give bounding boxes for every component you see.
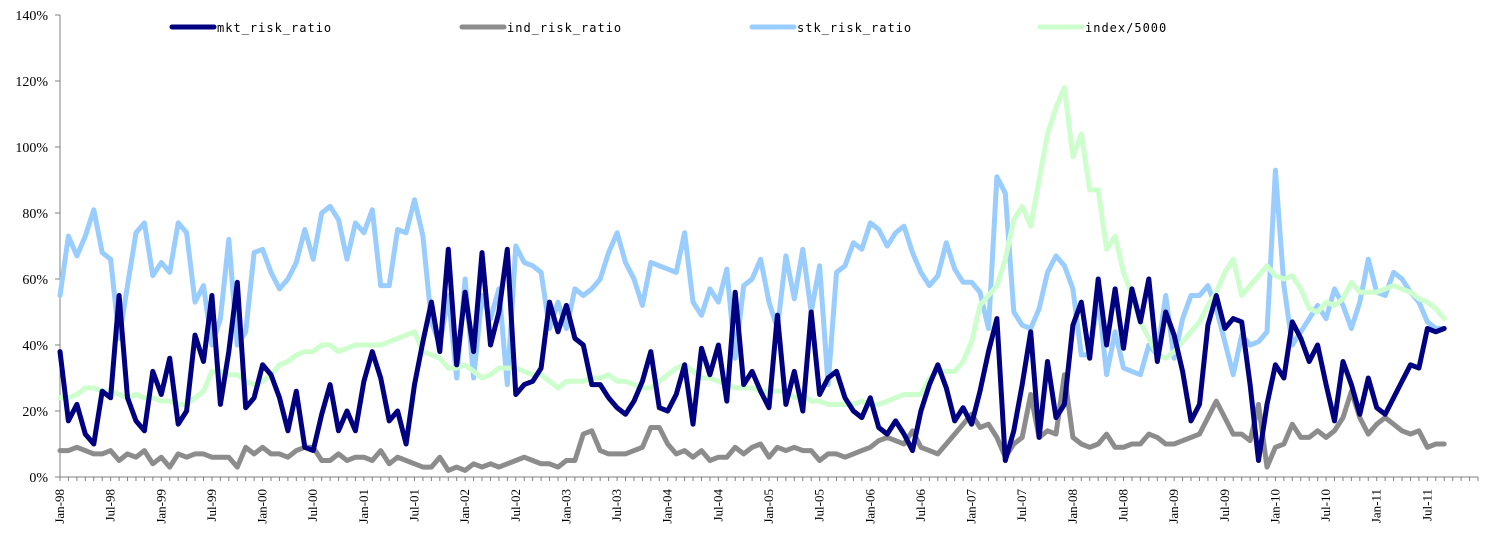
legend-label: mkt_risk_ratio bbox=[217, 21, 332, 35]
series-line-ind-risk-ratio bbox=[57, 372, 1447, 473]
x-tick-label: Jan-03 bbox=[558, 489, 573, 524]
y-tick-label: 40% bbox=[22, 339, 48, 354]
x-tick-label: Jul-05 bbox=[812, 489, 827, 522]
y-tick-label: 20% bbox=[22, 405, 48, 420]
x-tick-label: Jan-10 bbox=[1267, 489, 1282, 524]
x-tick-label: Jan-05 bbox=[761, 489, 776, 524]
y-tick-label: 0% bbox=[29, 471, 48, 486]
legend-label: stk_risk_ratio bbox=[797, 21, 912, 35]
x-tick-label: Jul-07 bbox=[1014, 489, 1029, 522]
x-tick-label: Jul-11 bbox=[1419, 489, 1434, 521]
x-tick-label: Jul-02 bbox=[508, 489, 523, 522]
legend-label: index/5000 bbox=[1085, 21, 1167, 35]
x-tick-label: Jul-08 bbox=[1116, 489, 1131, 522]
x-tick-label: Jul-03 bbox=[609, 489, 624, 522]
x-tick-label: Jan-11 bbox=[1369, 489, 1384, 523]
x-tick-label: Jan-01 bbox=[356, 489, 371, 524]
series-layer bbox=[57, 85, 1447, 473]
y-tick-label: 60% bbox=[22, 273, 48, 288]
x-tick-label: Jan-08 bbox=[1065, 489, 1080, 524]
x-tick-label: Jul-01 bbox=[407, 489, 422, 522]
legend-label: ind_risk_ratio bbox=[507, 21, 622, 35]
x-tick-label: Jan-98 bbox=[52, 489, 67, 524]
x-tick-label: Jul-06 bbox=[913, 489, 928, 522]
x-tick-label: Jul-10 bbox=[1318, 489, 1333, 522]
x-tick-label: Jan-06 bbox=[862, 489, 877, 524]
x-tick-label: Jan-07 bbox=[964, 489, 979, 524]
y-tick-label: 80% bbox=[22, 207, 48, 222]
series-line-mkt-risk-ratio bbox=[57, 246, 1447, 463]
chart-axes: 0% 20% 40% 60% 80% 100% 120% 140% Jan-98 Jul-98 Ja… bbox=[15, 9, 1479, 524]
y-tick-label: 140% bbox=[15, 9, 48, 24]
y-tick-label: 120% bbox=[15, 75, 48, 90]
x-tick-label: Jan-00 bbox=[255, 489, 270, 524]
x-tick-label: Jul-98 bbox=[103, 489, 118, 522]
x-tick-label: Jan-09 bbox=[1166, 489, 1181, 524]
chart-legend: mkt_risk_ratio ind_risk_ratio stk_risk_rat… bbox=[169, 21, 1167, 35]
x-tick-label: Jan-04 bbox=[660, 489, 675, 524]
x-tick-label: Jan-02 bbox=[457, 489, 472, 524]
y-tick-label: 100% bbox=[15, 141, 48, 156]
x-tick-label: Jul-09 bbox=[1217, 489, 1232, 522]
x-tick-label: Jul-99 bbox=[204, 489, 219, 522]
x-tick-label: Jul-00 bbox=[305, 489, 320, 522]
x-tick-label: Jan-99 bbox=[153, 489, 168, 524]
x-tick-label: Jul-04 bbox=[710, 489, 725, 522]
